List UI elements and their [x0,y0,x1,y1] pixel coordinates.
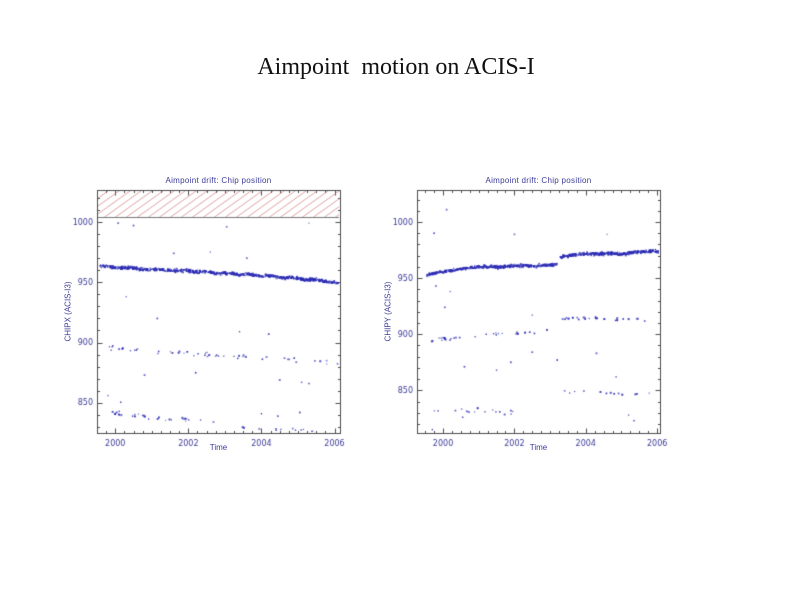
plot-chipy-ylabel: CHIPY (ACIS-I3) [383,281,393,342]
plot-chipx-scatter: Aimpoint drift: Chip position CHIPX (ACI… [60,168,360,463]
plot-chipx-title: Aimpoint drift: Chip position [165,176,272,185]
plot-chipy-xlabel: Time [529,443,548,452]
chipx-scatter-canvas [60,168,360,463]
plot-chipx-xlabel: Time [209,443,228,452]
plot-chipy-title: Aimpoint drift: Chip position [485,176,592,185]
plot-chipy-scatter: Aimpoint drift: Chip position CHIPY (ACI… [380,168,680,463]
plot-chipx-ylabel: CHIPX (ACIS-I3) [63,281,73,342]
page-title: Aimpoint motion on ACIS-I [257,54,535,80]
chipy-scatter-canvas [380,168,680,463]
